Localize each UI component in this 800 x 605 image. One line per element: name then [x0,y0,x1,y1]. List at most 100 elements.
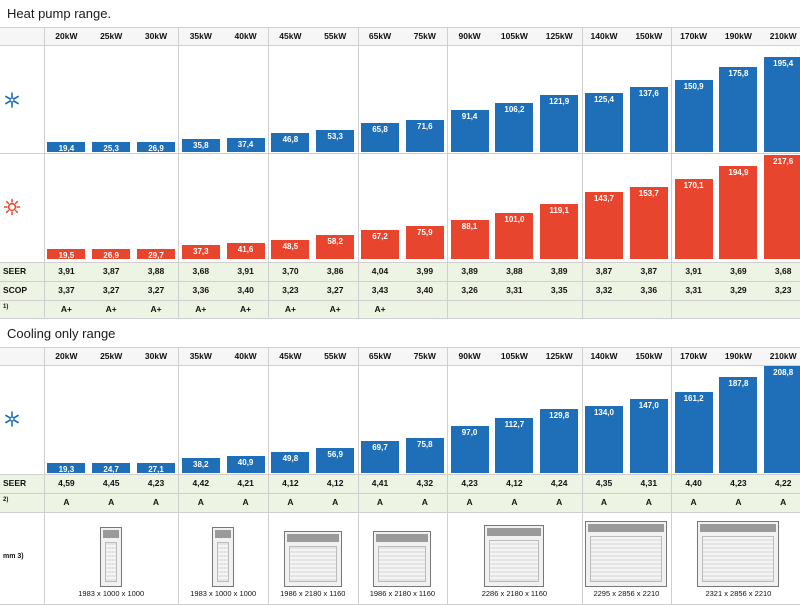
column-header: 65kW [368,31,392,41]
group-divider [268,347,269,604]
co-dimensions-label: mm 3) [3,553,24,560]
dimension-value: 2321 x 2856 x 2210 [705,589,772,598]
grid-line [0,45,800,46]
cooling-capacity-bar: 97,0 [450,426,489,473]
group-divider [357,27,359,318]
heating-capacity-bar: 29,7 [137,249,175,260]
seer-value: 4,41 [371,478,389,488]
heating-capacity-bar: 67,2 [361,230,399,259]
group-divider [44,347,45,604]
energy-class-value: A [556,497,563,507]
cooling-capacity-bar: 37,4 [226,137,265,152]
cooling-capacity-bar: 195,4 [764,57,800,152]
bar-value-label: 48,5 [282,241,299,251]
unit-panel [105,542,118,582]
column-header: 40kW [234,351,257,361]
bar-value-label: 208,8 [773,368,794,377]
column-header: 20kW [55,31,78,41]
energy-class-value: A [108,497,115,507]
unit-panel [702,536,775,582]
hp-efficiency-band [0,262,800,318]
column-header: 170kW [680,31,708,41]
cooling-capacity-bar: 65,8 [361,123,399,152]
scop-value: 3,31 [685,285,702,295]
dimension-value: 1986 x 2180 x 1160 [369,589,436,598]
dimension-value: 2295 x 2856 x 2210 [593,589,660,598]
group-divider [178,347,180,604]
column-header: 55kW [324,31,347,41]
bar-value-label: 26,9 [103,251,119,260]
bar-value-label: 137,6 [638,88,659,98]
seer-value: 4,59 [58,478,75,488]
cooling-capacity-bar: 137,6 [629,86,668,152]
bar-value-label: 143,7 [593,194,615,204]
column-header: 75kW [413,351,436,361]
cooling-capacity-bar: 187,8 [719,377,758,473]
seer-value: 3,88 [147,266,165,276]
energy-class-value: A [287,497,294,507]
cooling-capacity-bar: 91,4 [450,110,489,152]
seer-value: 3,91 [58,266,75,276]
seer-value: 3,68 [192,266,210,276]
bar-value-label: 53,3 [327,131,343,141]
cooling-capacity-bar: 175,8 [719,67,758,152]
seer-value: 3,89 [550,266,568,276]
grid-line [0,365,800,366]
energy-class-value: A [690,497,697,507]
bar-value-label: 101,0 [504,215,525,225]
fan-grille-icon [376,534,429,542]
unit-illustration [697,521,780,587]
bar-value-label: 19,5 [58,251,75,260]
heating-capacity-bar: 88,1 [450,219,489,259]
column-header: 25kW [100,31,123,41]
bar-value-label: 69,7 [372,442,388,452]
snowflake-icon [5,92,19,108]
grid-line [0,474,800,475]
cooling-capacity-bar: 19,4 [47,142,86,153]
co-seer-label: SEER [3,478,27,488]
cooling-capacity-bar: 129,8 [540,408,579,473]
scop-value: 3,40 [416,285,434,295]
group-divider [357,347,359,604]
bar-value-label: 88,1 [461,221,478,231]
bar-value-label: 106,2 [504,104,525,114]
bar-value-label: 147,0 [638,401,659,411]
energy-class-value: A+ [284,304,296,314]
dimension-value: 1983 x 1000 x 1000 [78,589,145,598]
column-header: 210kW [769,351,797,361]
bar-value-label: 67,2 [372,232,388,242]
seer-value: 4,23 [730,478,747,488]
fan-grille-icon [588,524,665,532]
snowflake-icon [5,411,19,427]
energy-class-value: A+ [60,304,72,314]
seer-value: 4,40 [685,478,702,488]
column-header: 105kW [500,31,528,41]
seer-value: 3,70 [282,266,299,276]
energy-class-value: A [735,497,742,507]
fan-grille-icon [103,530,120,538]
energy-class-value: A [466,497,473,507]
scop-value: 3,31 [506,285,523,295]
heating-capacity-bar: 48,5 [271,239,310,259]
cooling-capacity-bar: 147,0 [629,399,668,473]
bar-value-label: 112,7 [504,419,525,429]
column-header: 210kW [769,31,797,41]
cooling-capacity-bar: 150,9 [674,79,713,152]
bar-value-label: 38,2 [193,459,209,469]
scop-value: 3,27 [147,285,165,295]
seer-value: 4,22 [774,478,792,488]
seer-value: 3,88 [506,266,523,276]
co-energy-label: 2) [3,497,9,503]
heating-capacity-bar: 37,3 [181,245,220,259]
energy-class-value: A [421,497,428,507]
bar-value-label: 121,9 [549,96,570,106]
column-header: 25kW [100,351,123,361]
seer-value: 4,23 [461,478,478,488]
unit-panel [217,542,230,582]
group-divider [178,27,180,318]
dimension-value: 1983 x 1000 x 1000 [190,589,257,598]
bar-value-label: 24,7 [103,465,119,474]
bar-value-label: 153,7 [638,189,659,198]
group-divider [447,347,449,604]
energy-class-value: A [197,497,204,507]
